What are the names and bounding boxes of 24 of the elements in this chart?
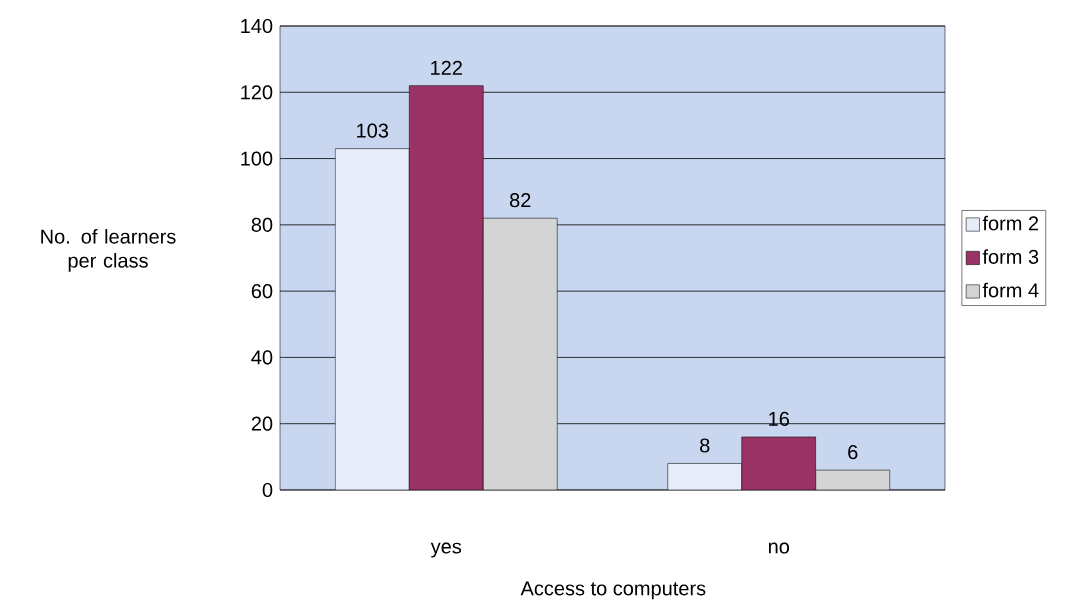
x-tick-label: no — [768, 542, 790, 554]
bar — [667, 463, 743, 490]
legend-label: form 4 — [982, 282, 1039, 298]
y-tick-label: 120 — [241, 85, 273, 100]
y-tick-label: 60 — [251, 284, 273, 299]
y-tick-label: 100 — [241, 151, 273, 166]
y-tick-label: 140 — [241, 18, 273, 34]
bar — [334, 148, 410, 490]
legend-label: form 3 — [982, 249, 1039, 264]
bar — [482, 217, 558, 490]
y-tick-label: 40 — [251, 350, 273, 365]
x-axis-title: Access to computers — [520, 581, 706, 600]
legend-label: form 2 — [982, 215, 1039, 231]
y-axis-title: No. of learners per class — [41, 229, 176, 272]
data-label: 103 — [357, 123, 389, 138]
y-tick-label: 20 — [251, 416, 273, 431]
data-label: 122 — [431, 60, 462, 75]
data-label: 16 — [769, 411, 789, 427]
data-label: 82 — [510, 193, 531, 208]
y-tick-label: 0 — [262, 482, 273, 498]
y-tick-label: 80 — [251, 217, 273, 232]
data-label: 8 — [700, 438, 710, 453]
data-label: 6 — [848, 445, 858, 460]
x-tick-label: yes — [430, 542, 462, 558]
